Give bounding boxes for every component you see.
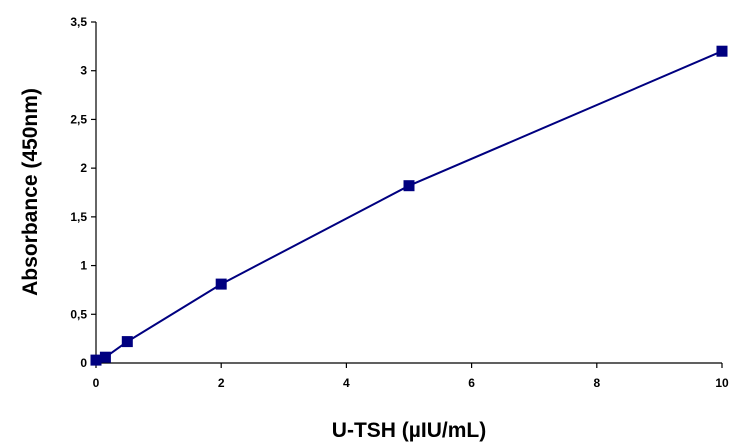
y-tick-label: 3 bbox=[80, 64, 87, 78]
x-tick-label: 4 bbox=[343, 376, 350, 390]
data-point bbox=[90, 354, 102, 366]
data-point bbox=[403, 180, 415, 192]
data-point bbox=[215, 278, 227, 290]
y-ticks: 0 0,5 1 1,5 2 2,5 3 3,5 bbox=[70, 15, 96, 370]
x-tick-label: 0 bbox=[93, 376, 100, 390]
y-axis-title: Absorbance (450nm) bbox=[19, 88, 42, 296]
x-tick-label: 10 bbox=[715, 376, 729, 390]
x-axis: 0 2 4 6 8 10 bbox=[93, 362, 729, 390]
y-tick-label: 1,5 bbox=[70, 210, 87, 224]
x-tick-label: 2 bbox=[218, 376, 225, 390]
y-tick-label: 2,5 bbox=[70, 112, 87, 126]
series-layer bbox=[90, 45, 728, 366]
y-tick-label: 0,5 bbox=[70, 307, 87, 321]
y-tick-label: 0 bbox=[80, 356, 87, 370]
data-point bbox=[716, 45, 728, 57]
series-line bbox=[95, 50, 723, 362]
x-ticks: 0 2 4 6 8 10 bbox=[93, 363, 729, 390]
y-axis: 0 0,5 1 1,5 2 2,5 3 3,5 bbox=[70, 15, 97, 370]
x-tick-label: 6 bbox=[468, 376, 475, 390]
y-tick-label: 2 bbox=[80, 161, 87, 175]
x-axis-title: U-TSH (µIU/mL) bbox=[332, 419, 486, 442]
x-tick-label: 8 bbox=[593, 376, 600, 390]
y-tick-label: 1 bbox=[80, 259, 87, 273]
data-point bbox=[99, 351, 111, 363]
data-point bbox=[121, 336, 133, 348]
y-tick-label: 3,5 bbox=[70, 15, 87, 29]
